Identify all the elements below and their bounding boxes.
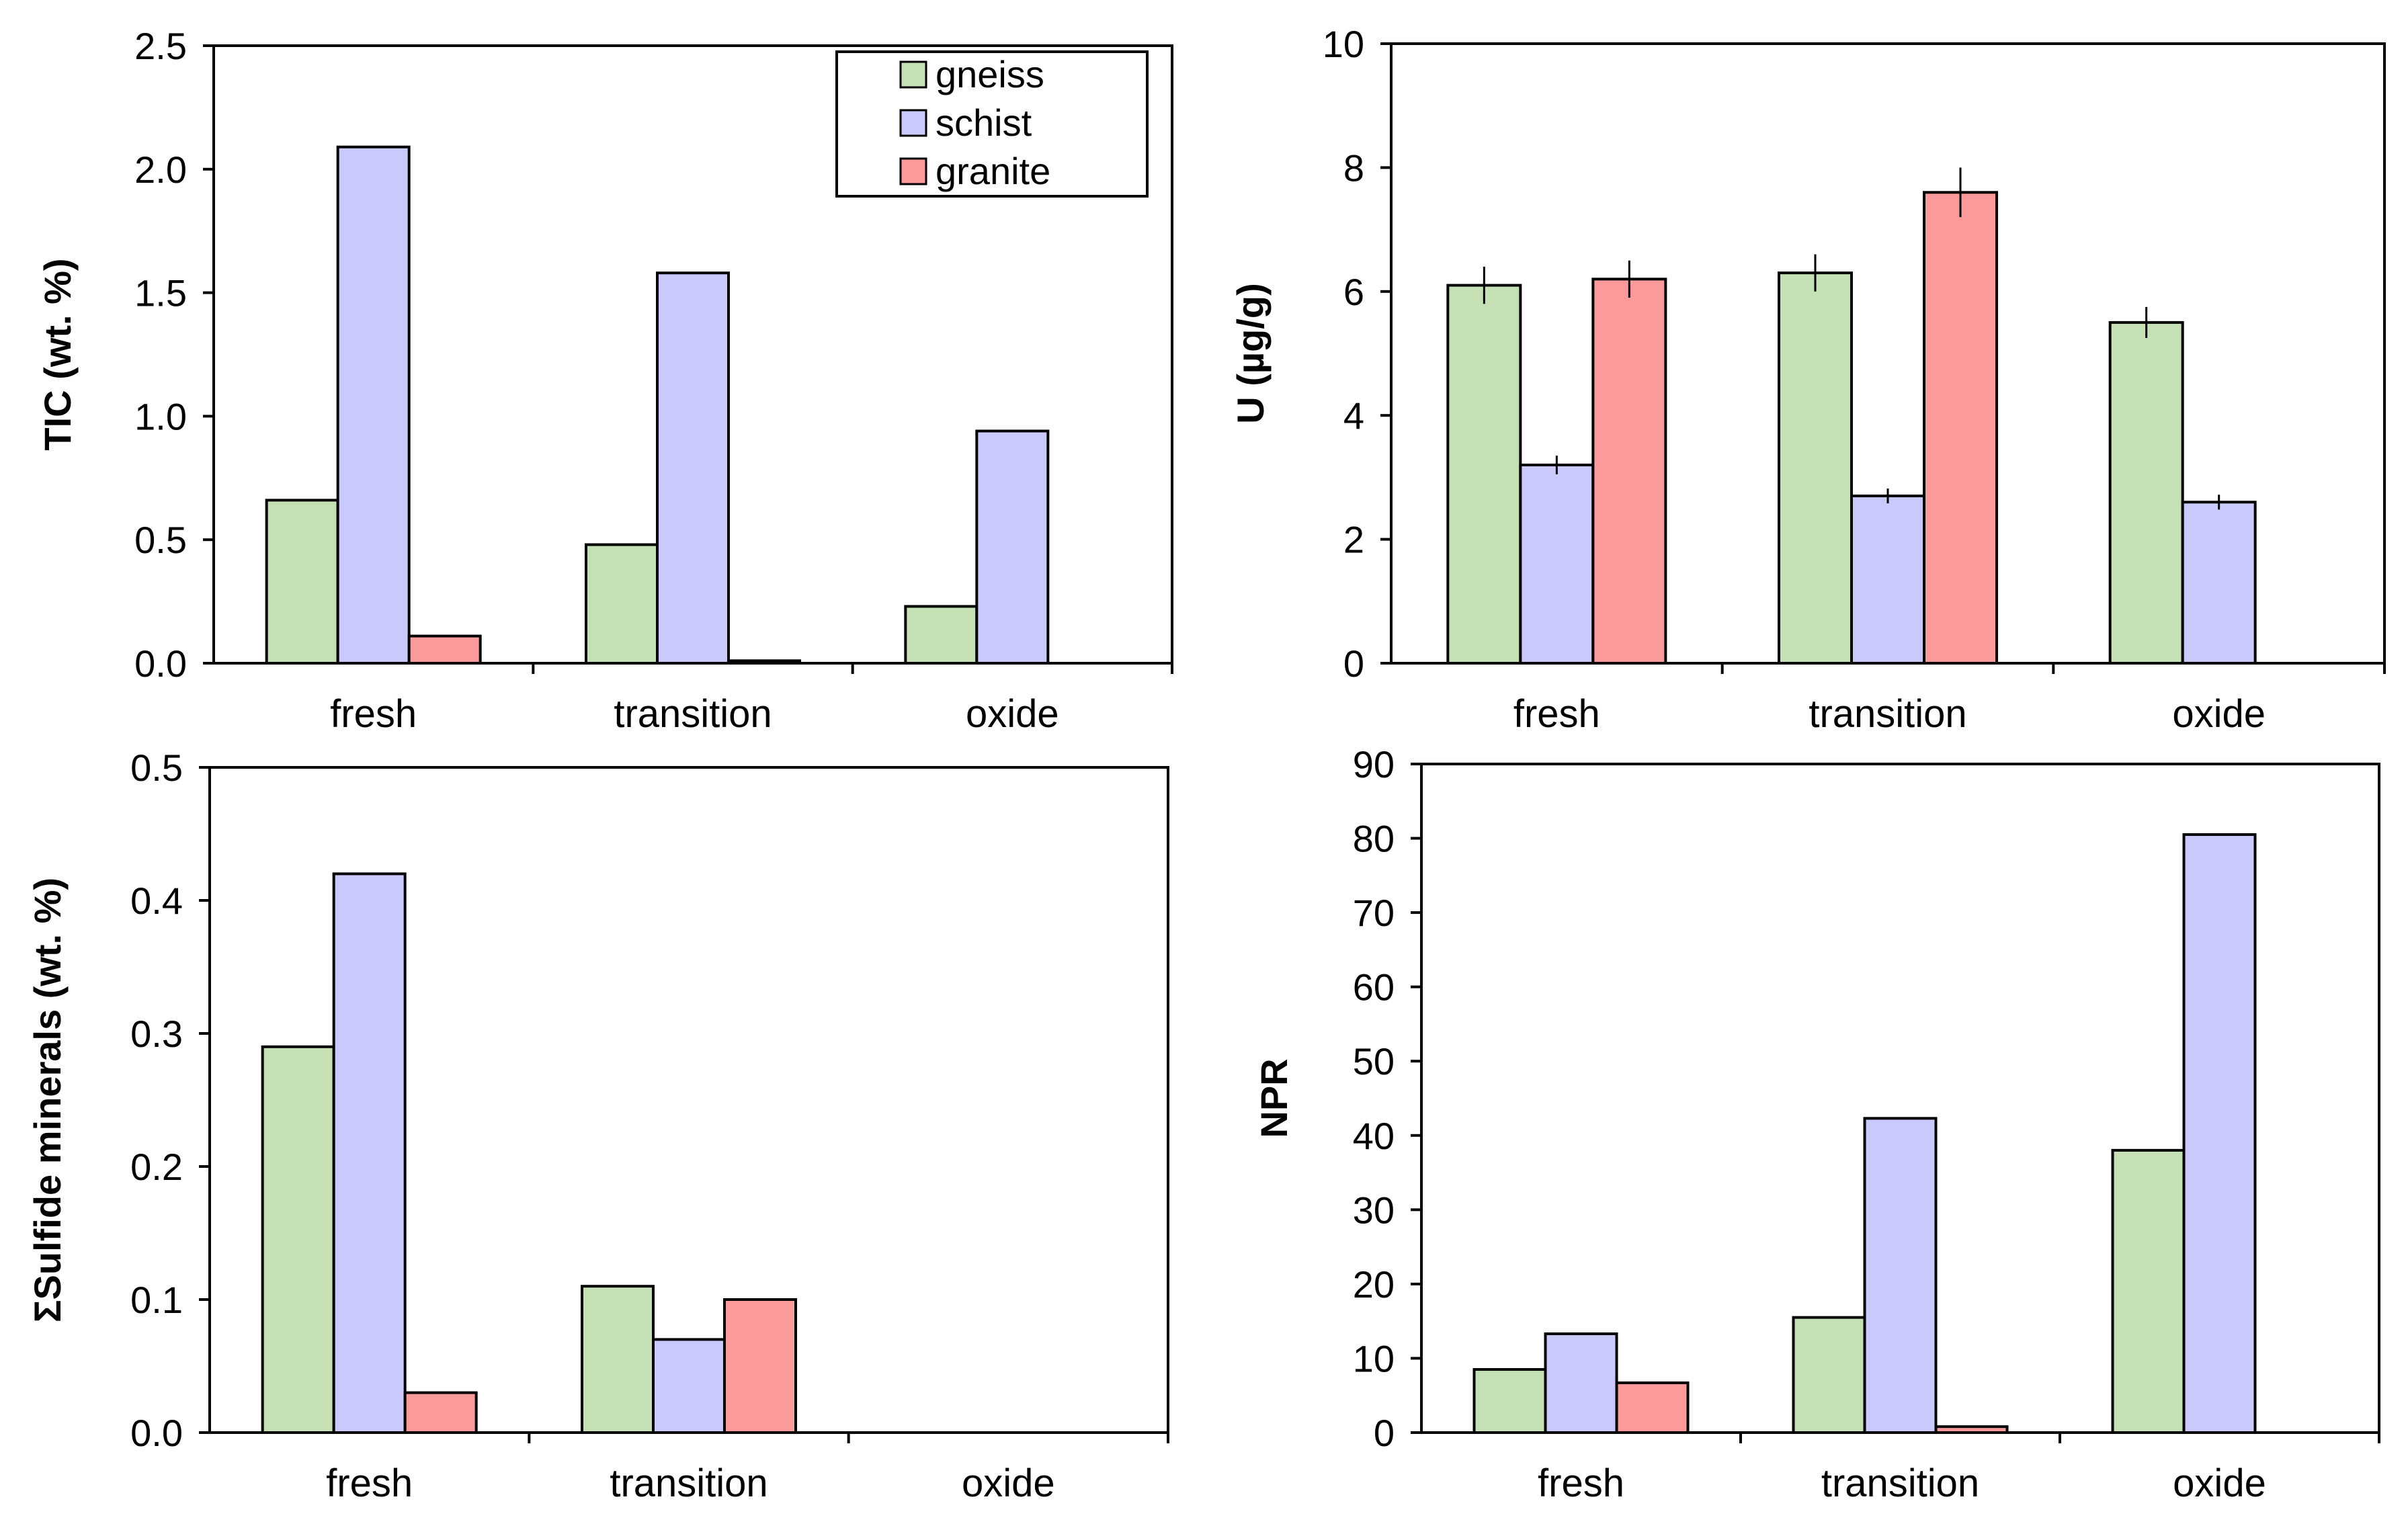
legend-label-gneiss: gneiss — [936, 53, 1044, 95]
chart-panel-bottom-left: 0.0 0.1 0.2 0.3 0.4 0.5 fresh transition oxide ΣS… — [26, 747, 1169, 1505]
bar-granite-fresh — [407, 634, 482, 665]
bar-schist-transition — [1863, 1117, 1938, 1434]
bar-gneiss-fresh — [1472, 1368, 1547, 1435]
y-tick-label: 60 — [1353, 966, 1395, 1009]
bar-gneiss-oxide — [2111, 1148, 2186, 1435]
bar-granite-fresh — [1591, 278, 1667, 665]
y-tick-label: 0 — [1343, 642, 1364, 685]
bar-schist-fresh — [1544, 1332, 1618, 1434]
bar-schist-fresh — [332, 872, 407, 1434]
x-category-label: oxide — [966, 692, 1059, 736]
y-tick-label: 0.4 — [130, 880, 183, 922]
bar-gneiss-oxide — [904, 605, 979, 665]
bar-schist-transition — [652, 1338, 726, 1435]
bar-schist-transition — [656, 271, 730, 665]
x-category-label: fresh — [1538, 1461, 1624, 1505]
legend-label-schist: schist — [936, 101, 1032, 144]
chart-panel-bottom-right: 0 10 20 30 40 50 60 70 80 90 fresh transition oxide N… — [1253, 743, 2380, 1505]
chart-panel-top-right: 0 2 4 6 8 10 fresh transition oxide U (µg/g) — [1229, 23, 2386, 736]
bar-gneiss-fresh — [265, 499, 339, 665]
x-category-label: transition — [614, 692, 772, 736]
y-tick-label: 1.5 — [134, 272, 187, 314]
bar-gneiss-transition — [1778, 271, 1853, 665]
y-tick-label: 10 — [1323, 23, 1364, 65]
y-tick-label: 0 — [1374, 1412, 1395, 1454]
bar-granite-fresh — [403, 1391, 478, 1435]
y-tick-label: 8 — [1343, 146, 1364, 189]
x-category-label: fresh — [1513, 692, 1600, 736]
x-category-label: oxide — [2173, 1461, 2266, 1505]
y-tick-label: 2.0 — [134, 148, 187, 191]
x-category-label: fresh — [330, 692, 417, 736]
y-tick-label: 2 — [1343, 519, 1364, 561]
y-tick-label: 0.5 — [130, 747, 183, 789]
y-tick-label: 80 — [1353, 818, 1395, 860]
y-tick-label: 0.5 — [134, 519, 187, 561]
y-tick-label: 50 — [1353, 1040, 1395, 1083]
y-tick-label: 20 — [1353, 1263, 1395, 1306]
y-tick-label: 6 — [1343, 271, 1364, 313]
bar-gneiss-transition — [581, 1285, 655, 1434]
bar-schist-fresh — [336, 145, 411, 665]
y-axis-title: ΣSulfide minerals (wt. %) — [26, 878, 69, 1322]
bar-granite-fresh — [1615, 1381, 1690, 1434]
bar-gneiss-fresh — [1446, 284, 1522, 665]
y-tick-label: 0.3 — [130, 1013, 183, 1055]
x-category-label: fresh — [326, 1461, 413, 1505]
chart-panel-top-left: 0.0 0.5 1.0 1.5 2.0 2.5 fresh transition oxide TI… — [36, 25, 1173, 736]
y-tick-label: 4 — [1343, 394, 1364, 437]
x-category-label: transition — [1809, 692, 1966, 736]
bar-gneiss-fresh — [261, 1045, 335, 1435]
legend-swatch-gneiss — [899, 60, 927, 89]
y-axis-title: U (µg/g) — [1229, 283, 1272, 424]
y-tick-label: 70 — [1353, 892, 1395, 934]
bar-gneiss-transition — [1792, 1316, 1866, 1435]
bar-granite-transition — [1923, 191, 1998, 665]
legend-box — [835, 50, 1149, 198]
bar-schist-oxide — [2182, 833, 2257, 1435]
legend-swatch-granite — [899, 157, 927, 185]
y-tick-label: 90 — [1353, 743, 1395, 786]
x-category-label: transition — [1821, 1461, 1979, 1505]
y-axis-title: NPR — [1253, 1058, 1295, 1138]
y-tick-label: 1.0 — [134, 395, 187, 437]
y-tick-label: 0.0 — [134, 642, 187, 685]
bar-schist-oxide — [2181, 501, 2257, 665]
x-category-label: transition — [610, 1461, 767, 1505]
bar-gneiss-transition — [585, 543, 659, 665]
y-tick-label: 40 — [1353, 1115, 1395, 1157]
y-tick-label: 10 — [1353, 1337, 1395, 1380]
bar-schist-transition — [1850, 495, 1925, 665]
y-tick-label: 0.0 — [130, 1412, 183, 1454]
legend-label-granite: granite — [936, 150, 1050, 192]
x-category-label: oxide — [962, 1461, 1055, 1505]
bar-granite-transition — [727, 659, 801, 665]
legend-swatch-schist — [899, 109, 927, 137]
y-axis-title: TIC (wt. %) — [36, 258, 79, 450]
bar-gneiss-oxide — [2108, 321, 2184, 665]
x-category-label: oxide — [2172, 692, 2266, 736]
bar-granite-transition — [723, 1298, 797, 1434]
bar-granite-transition — [1934, 1425, 2009, 1434]
y-tick-label: 0.2 — [130, 1146, 183, 1188]
bar-schist-oxide — [975, 429, 1050, 665]
bar-schist-fresh — [1519, 463, 1595, 665]
y-tick-label: 2.5 — [134, 25, 187, 67]
y-tick-label: 30 — [1353, 1189, 1395, 1231]
legend: gneiss schist granite — [835, 50, 1149, 198]
y-tick-label: 0.1 — [130, 1279, 183, 1321]
